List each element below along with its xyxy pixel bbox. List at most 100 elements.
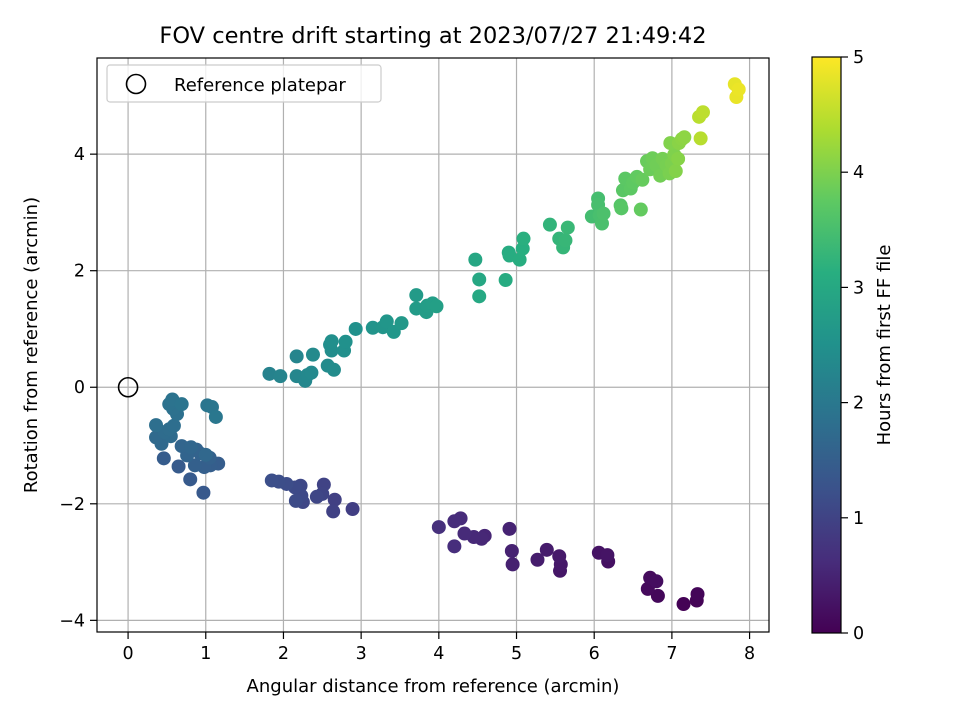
data-point <box>468 252 483 267</box>
data-point <box>498 273 513 288</box>
data-point <box>166 418 181 433</box>
data-point <box>156 451 171 466</box>
colorbar-label: Hours from first FF file <box>874 245 895 446</box>
data-point <box>208 409 223 424</box>
data-point <box>394 316 409 331</box>
colorbar: 0 1 2 3 4 5 Hours from first FF file <box>811 48 895 644</box>
data-point <box>558 233 573 248</box>
y-tick-label: −4 <box>59 611 85 631</box>
legend: Reference platepar <box>106 64 382 103</box>
data-point <box>326 362 341 377</box>
data-point <box>596 206 611 221</box>
data-point <box>305 347 320 362</box>
x-tick-label: 2 <box>278 644 289 664</box>
data-point <box>539 542 554 557</box>
data-point <box>187 458 202 473</box>
x-tick-label: 4 <box>433 644 444 664</box>
y-tick-label: −2 <box>59 495 85 515</box>
y-axis: −4 −2 0 2 4 <box>59 145 97 631</box>
data-point <box>633 202 648 217</box>
x-axis: 0 1 2 3 4 5 6 7 8 <box>123 632 755 664</box>
data-point <box>671 151 686 166</box>
data-point <box>365 320 380 335</box>
data-point <box>288 493 303 508</box>
data-point <box>650 588 665 603</box>
x-tick-label: 3 <box>356 644 367 664</box>
data-points <box>149 77 746 612</box>
data-point <box>731 82 746 97</box>
y-tick-label: 0 <box>74 378 85 398</box>
plot-area <box>96 57 770 633</box>
data-point <box>635 172 650 187</box>
colorbar-tick-label: 5 <box>853 48 864 68</box>
data-point <box>502 521 517 536</box>
data-point <box>327 492 342 507</box>
colorbar-tick-label: 1 <box>853 509 864 529</box>
chart-title: FOV centre drift starting at 2023/07/27 … <box>159 23 706 49</box>
y-tick-label: 2 <box>74 262 85 282</box>
data-point <box>516 231 531 246</box>
data-point <box>184 440 199 455</box>
data-point <box>505 557 520 572</box>
data-point <box>338 334 353 349</box>
data-point <box>649 574 664 589</box>
data-point <box>472 289 487 304</box>
data-point <box>309 489 324 504</box>
x-tick-label: 8 <box>744 644 755 664</box>
data-point <box>273 369 288 384</box>
data-point <box>196 485 211 500</box>
data-point <box>289 349 304 364</box>
data-point <box>183 472 198 487</box>
colorbar-tick-label: 4 <box>853 163 864 183</box>
data-point <box>379 314 394 329</box>
data-point <box>171 459 186 474</box>
data-point <box>504 543 519 558</box>
data-point <box>668 164 683 179</box>
data-point <box>326 504 341 519</box>
data-point <box>447 539 462 554</box>
colorbar-ticks: 0 1 2 3 4 5 <box>841 48 864 644</box>
data-point <box>324 334 339 349</box>
data-point <box>542 217 557 232</box>
data-point <box>690 587 705 602</box>
x-axis-label: Angular distance from reference (arcmin) <box>247 676 620 697</box>
data-point <box>512 252 527 267</box>
plot-frame <box>96 57 770 633</box>
data-point <box>457 526 472 541</box>
data-point <box>677 130 692 145</box>
x-tick-label: 1 <box>200 644 211 664</box>
colorbar-tick-label: 3 <box>853 278 864 298</box>
data-point <box>552 549 567 564</box>
reference-marker <box>117 376 139 398</box>
data-point <box>560 220 575 235</box>
legend-open-circle-icon <box>125 73 147 95</box>
data-point <box>174 397 189 412</box>
data-point <box>345 502 360 517</box>
data-point <box>472 272 487 287</box>
x-tick-label: 0 <box>123 644 134 664</box>
x-tick-label: 6 <box>589 644 600 664</box>
data-point <box>695 105 710 120</box>
colorbar-tick-label: 2 <box>853 394 864 414</box>
data-point <box>304 365 319 380</box>
data-point <box>409 288 424 303</box>
legend-label: Reference platepar <box>174 75 346 96</box>
colorbar-gradient <box>811 56 842 634</box>
data-point <box>429 299 444 314</box>
legend-box <box>106 64 382 103</box>
y-axis-label: Rotation from reference (arcmin) <box>21 197 42 493</box>
data-point <box>676 597 691 612</box>
data-point <box>614 201 629 216</box>
data-point <box>198 447 213 462</box>
colorbar-tick-label: 0 <box>853 624 864 644</box>
data-point <box>262 366 277 381</box>
x-tick-label: 5 <box>511 644 522 664</box>
data-point <box>600 548 615 563</box>
data-point <box>348 321 363 336</box>
data-point <box>149 418 164 433</box>
data-point <box>530 552 545 567</box>
y-tick-label: 4 <box>74 145 85 165</box>
data-point <box>431 520 446 535</box>
x-tick-label: 7 <box>666 644 677 664</box>
